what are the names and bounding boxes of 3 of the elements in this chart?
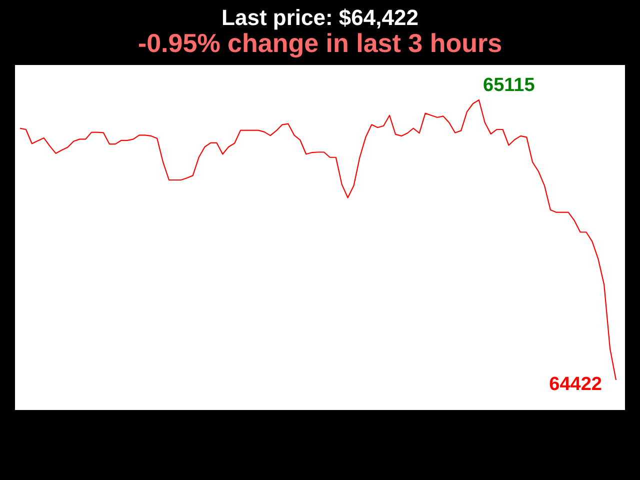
data-label: 64422: [549, 374, 602, 395]
data-label: 65115: [483, 75, 536, 96]
chart-title: Last price: $64,422: [222, 5, 418, 30]
